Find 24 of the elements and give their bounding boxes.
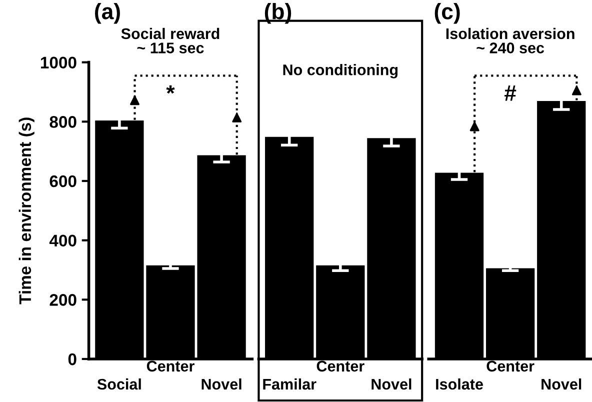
y-tick-label: 200 — [50, 294, 76, 306]
text: (a) — [95, 3, 120, 24]
text: (c) — [434, 3, 460, 24]
x-tick-label: Novel — [372, 378, 412, 390]
x-tick-label: Novel — [542, 378, 582, 390]
x-tick-label: Center — [316, 360, 364, 372]
x-tick-label: Novel — [202, 378, 242, 390]
x-tick-label: Familar — [263, 378, 316, 390]
y-tick-label: 400 — [49, 234, 76, 247]
y-tick-label: 800 — [50, 116, 76, 128]
annotation: # — [504, 86, 516, 101]
annotation: No conditioning — [283, 64, 398, 78]
y-tick-label: 0 — [68, 353, 76, 366]
text: (b) — [264, 3, 292, 24]
text: Isolation aversion ~ 240 sec — [446, 28, 574, 54]
annotation: * — [166, 85, 175, 94]
y-tick-label: 1000 — [40, 56, 76, 69]
text: Social reward ~ 115 sec — [121, 28, 220, 54]
x-tick-label: Isolate — [436, 378, 483, 390]
y-axis-title: Time in environment (s) — [18, 118, 34, 304]
x-tick-label: Center — [146, 360, 194, 372]
y-tick-label: 600 — [50, 175, 76, 188]
x-tick-label: Social — [97, 378, 141, 390]
x-tick-label: Center — [486, 360, 534, 372]
